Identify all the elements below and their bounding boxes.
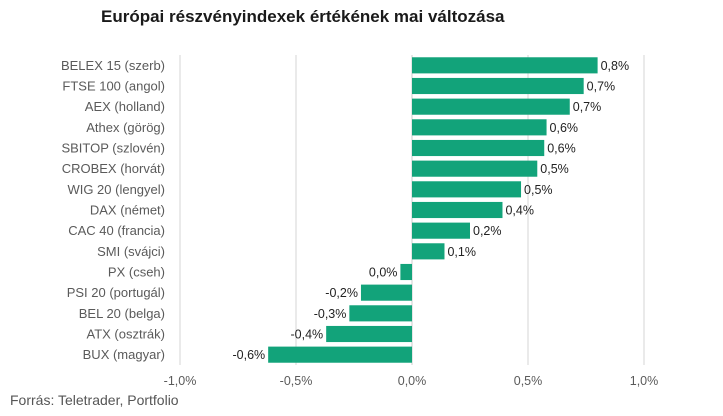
category-label: AEX (holland) [85,99,165,114]
data-label: 0,4% [505,204,533,218]
bar [326,325,412,343]
category-label: FTSE 100 (angol) [62,79,165,94]
x-axis-ticks: -1,0% -0,5% 0,0% 0,5% 1,0% [164,374,659,388]
x-tick-label: -0,5% [280,374,313,388]
source-note: Forrás: Teletrader, Portfolio [10,392,179,408]
x-tick-label: -1,0% [164,374,197,388]
category-label: SMI (svájci) [97,244,165,259]
bar [412,119,547,136]
data-label: 0,7% [587,80,616,94]
data-label: -0,4% [291,328,324,342]
category-label: CROBEX (horvát) [62,161,165,176]
data-labels: 0,8% 0,7% 0,7% 0,6% 0,6% 0,5% 0,5% 0,4%0,2% 0,1%… [233,59,630,362]
data-label: 0,5% [524,183,553,197]
bar [412,77,584,95]
bars [268,57,598,363]
bar [412,57,598,74]
category-label: CAC 40 (francia) [68,223,165,238]
data-label: 0,8% [601,59,630,73]
bar [412,98,570,115]
category-label: DAX (német) [90,203,165,218]
bar [268,346,412,363]
bar [349,305,412,322]
x-tick-label: 0,0% [398,374,427,388]
bar [412,222,470,239]
x-tick-label: 1,0% [630,374,659,388]
category-label: BEL 20 (belga) [79,306,165,321]
bar [412,160,538,177]
category-label: BUX (magyar) [83,347,165,362]
bar [360,284,412,301]
category-label: WIG 20 (lengyel) [67,182,165,197]
data-label: -0,3% [314,307,347,321]
category-labels: BELEX 15 (szerb) FTSE 100 (angol) AEX (hol… [61,58,165,362]
bar [412,139,545,157]
bar [400,263,412,281]
category-label: ATX (osztrák) [87,327,166,342]
x-tick-label: 0,5% [514,374,543,388]
category-label: PSI 20 (portugál) [67,285,165,300]
data-label: 0,2% [473,224,502,238]
data-label: 0,5% [540,162,569,176]
category-label: Athex (görög) [86,120,165,135]
category-label: SBITOP (szlovén) [61,141,165,156]
data-label: -0,6% [233,348,266,362]
category-label: BELEX 15 (szerb) [61,58,165,73]
bar [412,181,522,198]
category-label: PX (cseh) [108,265,165,280]
bar [412,201,503,219]
data-label: 0,6% [547,142,576,156]
data-label: 0,7% [573,100,602,114]
bar [412,243,445,260]
data-label: 0,6% [550,121,579,135]
data-label: 0,0% [369,266,398,280]
data-label: 0,1% [447,245,476,259]
chart-title: Európai részvényindexek értékének mai vá… [101,7,505,26]
data-label: -0,2% [325,286,358,300]
